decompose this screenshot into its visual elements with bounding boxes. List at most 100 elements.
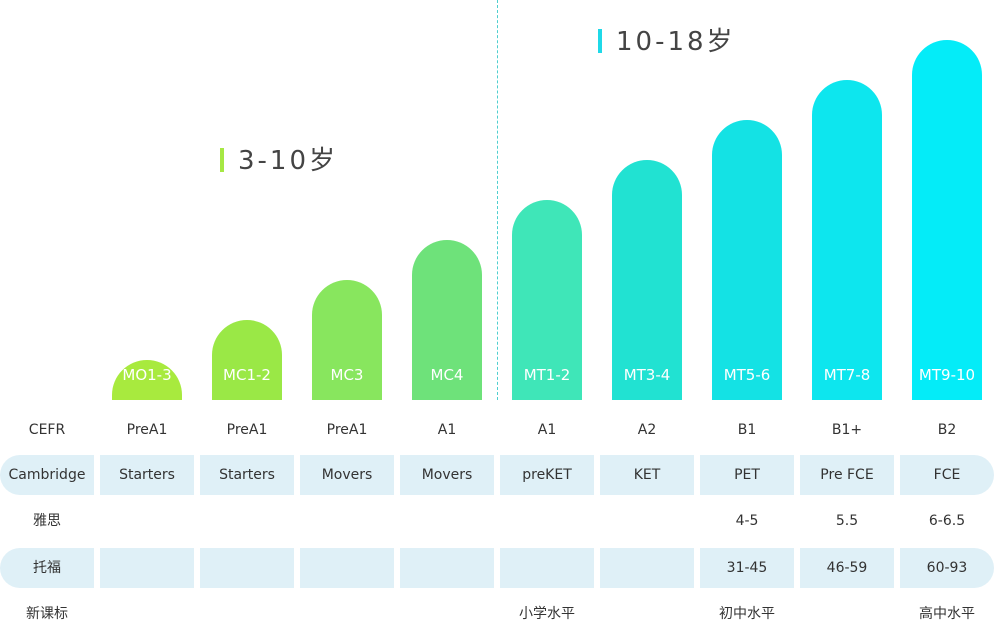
table-cell bbox=[600, 548, 694, 588]
table-cell: KET bbox=[633, 467, 661, 483]
table-cell: 小学水平 bbox=[519, 606, 575, 622]
bar-label: MT3-4 bbox=[623, 366, 671, 384]
cell-background bbox=[600, 548, 694, 588]
table-cell: preKET bbox=[522, 467, 572, 483]
bar-mt5-6: MT5-6 bbox=[712, 120, 782, 400]
cell-background bbox=[700, 548, 794, 588]
age-marker-teen bbox=[598, 29, 602, 53]
table-cell: B2 bbox=[937, 422, 957, 438]
table-cell: 初中水平 bbox=[719, 606, 775, 622]
bar-label: MC3 bbox=[330, 366, 364, 384]
table-cell: 5.5 bbox=[835, 513, 859, 529]
table-cell bbox=[100, 548, 194, 588]
table-cell: B1 bbox=[737, 422, 757, 438]
table-row: 雅思 4-5 5.5 6-6.5 bbox=[0, 501, 994, 541]
table-cell: A2 bbox=[637, 422, 657, 438]
table-cell: A1 bbox=[537, 422, 557, 438]
bar-label: MO1-3 bbox=[122, 366, 172, 384]
bar-label: MT7-8 bbox=[823, 366, 871, 384]
row-header: 托福 bbox=[33, 560, 61, 576]
table-cell bbox=[300, 548, 394, 588]
cell-background bbox=[500, 548, 594, 588]
cell-background bbox=[300, 455, 394, 495]
table-cell: 4-5 bbox=[735, 513, 759, 529]
cell-background bbox=[600, 455, 694, 495]
table-cell bbox=[400, 594, 494, 634]
table-cell: PreA1 bbox=[226, 422, 268, 438]
bar-mt1-2: MT1-2 bbox=[512, 200, 582, 400]
table-cell bbox=[200, 501, 294, 541]
cell-background bbox=[900, 455, 994, 495]
cell-background bbox=[900, 548, 994, 588]
table-cell bbox=[100, 594, 194, 634]
cell-background bbox=[700, 455, 794, 495]
table-cell bbox=[400, 548, 494, 588]
table-cell: 46-59 bbox=[826, 560, 868, 576]
bar-label: MC1-2 bbox=[223, 366, 271, 384]
bar-mc4: MC4 bbox=[412, 240, 482, 400]
table-cell bbox=[300, 501, 394, 541]
table-cell bbox=[500, 548, 594, 588]
cell-background bbox=[400, 455, 494, 495]
table-cell bbox=[400, 501, 494, 541]
table-cell bbox=[100, 501, 194, 541]
table-cell: 高中水平 bbox=[919, 606, 975, 622]
bar-mc3: MC3 bbox=[312, 280, 382, 400]
bar-mc1-2: MC1-2 bbox=[212, 320, 282, 400]
bar-mt7-8: MT7-8 bbox=[812, 80, 882, 400]
bar-label: MT1-2 bbox=[523, 366, 571, 384]
table-cell: Pre FCE bbox=[820, 467, 874, 483]
cell-background bbox=[800, 548, 894, 588]
table-cell bbox=[800, 594, 894, 634]
table-row: CEFR PreA1 PreA1 PreA1 A1 A1 A2 B1 B1+ B2 bbox=[0, 410, 994, 450]
table-cell: Movers bbox=[321, 467, 373, 483]
age-label-young: 3-10岁 bbox=[220, 140, 338, 177]
table-cell bbox=[600, 594, 694, 634]
cell-background bbox=[100, 455, 194, 495]
row-header: 新课标 bbox=[26, 606, 68, 622]
row-header: Cambridge bbox=[8, 467, 86, 483]
cell-background bbox=[300, 548, 394, 588]
bar-mo1-3: MO1-3 bbox=[112, 360, 182, 400]
bar-label: MT5-6 bbox=[723, 366, 771, 384]
table-cell: A1 bbox=[437, 422, 457, 438]
table-row: Cambridge Starters Starters Movers Movers pre… bbox=[0, 455, 994, 495]
cell-background bbox=[500, 455, 594, 495]
bar-mt3-4: MT3-4 bbox=[612, 160, 682, 400]
table-cell bbox=[200, 548, 294, 588]
cell-background bbox=[800, 455, 894, 495]
cell-background bbox=[200, 548, 294, 588]
age-divider bbox=[497, 0, 498, 400]
table-row: 新课标 小学水平 初中水平 高中水平 bbox=[0, 594, 994, 634]
bar-label: MC4 bbox=[430, 366, 464, 384]
age-marker-young bbox=[220, 148, 224, 172]
table-cell: PreA1 bbox=[326, 422, 368, 438]
row-header: 雅思 bbox=[33, 513, 61, 529]
table-cell: 31-45 bbox=[726, 560, 768, 576]
table-cell bbox=[300, 594, 394, 634]
row-header: CEFR bbox=[28, 422, 66, 438]
table-cell: B1+ bbox=[831, 422, 863, 438]
table-cell: Starters bbox=[119, 467, 175, 483]
cell-background bbox=[0, 548, 94, 588]
cell-background bbox=[100, 548, 194, 588]
table-cell: PreA1 bbox=[126, 422, 168, 438]
age-text-teen: 10-18岁 bbox=[616, 27, 736, 57]
cell-background bbox=[0, 455, 94, 495]
table-cell bbox=[600, 501, 694, 541]
bar-mt9-10: MT9-10 bbox=[912, 40, 982, 400]
table-cell bbox=[200, 594, 294, 634]
table-cell bbox=[500, 501, 594, 541]
table-cell: Starters bbox=[219, 467, 275, 483]
cell-background bbox=[200, 455, 294, 495]
cell-background bbox=[400, 548, 494, 588]
bar-label: MT9-10 bbox=[918, 366, 976, 384]
table-cell: FCE bbox=[933, 467, 961, 483]
table-row: 托福 31-45 46-59 60-93 bbox=[0, 548, 994, 588]
age-text-young: 3-10岁 bbox=[238, 146, 339, 176]
table-cell: PET bbox=[734, 467, 760, 483]
table-cell: 60-93 bbox=[926, 560, 968, 576]
table-cell: 6-6.5 bbox=[928, 513, 966, 529]
table-cell: Movers bbox=[421, 467, 473, 483]
age-label-teen: 10-18岁 bbox=[598, 21, 736, 58]
